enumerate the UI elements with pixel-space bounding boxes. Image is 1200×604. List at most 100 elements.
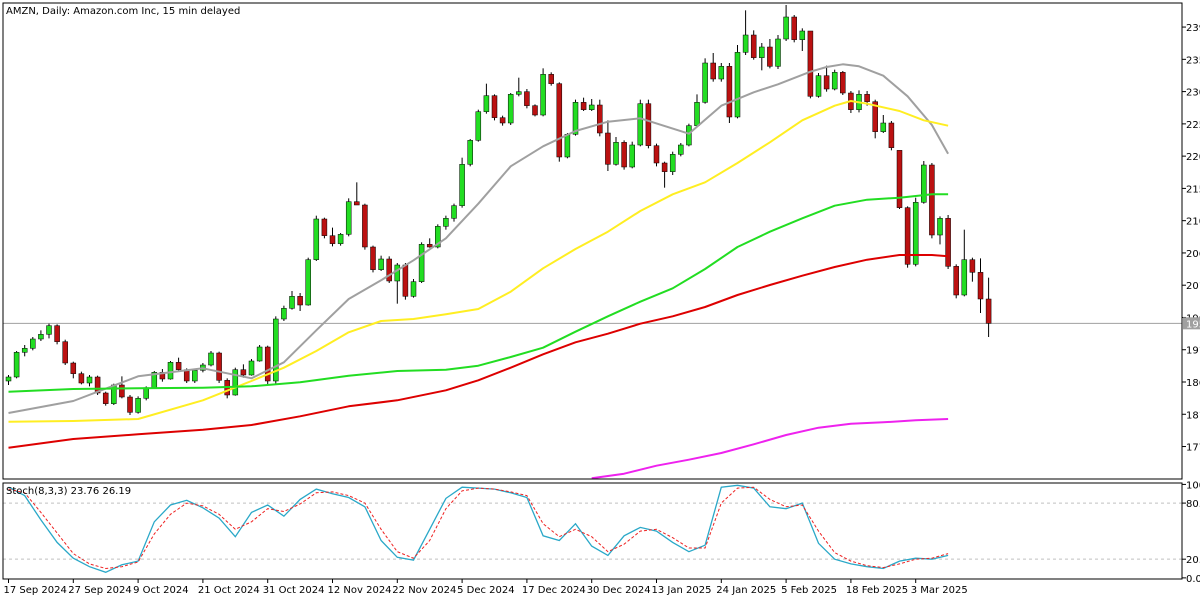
candle-body-bull: [249, 361, 254, 375]
candle: [646, 100, 651, 149]
candle-body-bull: [30, 339, 35, 348]
candle-body-bull: [881, 123, 886, 132]
price-tick-label: 235.15: [1186, 55, 1200, 66]
candle: [387, 256, 392, 283]
time-tick-label: 3 Mar 2025: [911, 585, 968, 596]
candle: [265, 346, 270, 385]
time-tick-label: 31 Oct 2024: [263, 585, 325, 596]
price-tick-label: 239.99: [1186, 23, 1200, 34]
candle-body-bear: [217, 353, 222, 380]
candle: [249, 359, 254, 376]
candle: [524, 89, 529, 108]
candle: [257, 345, 262, 362]
time-tick-label: 5 Dec 2024: [457, 585, 515, 596]
candle: [597, 100, 602, 137]
candle: [209, 351, 214, 366]
candle-body-bull: [419, 244, 424, 281]
candle: [954, 264, 959, 298]
candle-body-bear: [387, 259, 392, 281]
stoch-tick-label: 80.00: [1186, 499, 1200, 510]
candle: [727, 63, 732, 123]
candle-body-bull: [411, 282, 416, 297]
candle-body-bull: [703, 63, 708, 102]
candle: [638, 100, 643, 147]
candle: [897, 150, 902, 209]
candle: [460, 158, 465, 208]
candle: [63, 340, 68, 365]
candle-body-bull: [379, 259, 384, 270]
candle-body-bear: [792, 17, 797, 40]
candle-body-bull: [962, 260, 967, 295]
candle: [654, 144, 659, 167]
candle-body-bull: [816, 76, 821, 97]
candle: [314, 216, 319, 261]
candle-body-bear: [865, 94, 870, 101]
candle-body-bull: [306, 260, 311, 305]
candle-body-bear: [727, 66, 732, 117]
candle: [905, 206, 910, 267]
candle-body-bear: [654, 146, 659, 163]
candle-body-bull: [484, 96, 489, 112]
candle: [816, 73, 821, 98]
candle-body-bear: [371, 247, 376, 270]
candle-body-bear: [330, 236, 335, 244]
candle-body-bear: [646, 104, 651, 146]
candle-body-bull: [233, 370, 238, 395]
price-tick-label: 186.75: [1186, 378, 1200, 389]
candle-body-bear: [55, 326, 60, 342]
candle: [929, 163, 934, 238]
candle: [678, 143, 683, 156]
candle: [670, 152, 675, 175]
candle-body-bear: [322, 219, 327, 236]
time-tick-label: 12 Nov 2024: [328, 585, 392, 596]
candle: [371, 246, 376, 273]
candle: [362, 204, 367, 250]
time-tick-label: 22 Nov 2024: [392, 585, 456, 596]
candle-body-bear: [605, 133, 610, 164]
candle-body-bear: [71, 363, 76, 374]
candle-body-bear: [929, 165, 934, 235]
candle: [192, 369, 197, 383]
candle-body-bull: [14, 352, 19, 377]
candle: [322, 218, 327, 239]
candle: [630, 142, 635, 169]
candle: [808, 31, 813, 98]
candle-body-bull: [678, 145, 683, 154]
candle-body-bull: [476, 112, 481, 141]
candle-body-bull: [800, 31, 805, 40]
last-price-label: 195.55: [1186, 319, 1200, 330]
candle-body-bull: [209, 353, 214, 365]
candle-body-bull: [395, 265, 400, 281]
candle-body-bull: [695, 102, 700, 125]
price-tick-label: 220.63: [1186, 152, 1200, 163]
candle-body-bull: [735, 52, 740, 117]
candle-body-bull: [443, 218, 448, 226]
price-tick-label: 181.91: [1186, 410, 1200, 421]
candle: [79, 372, 84, 385]
time-tick-label: 27 Sep 2024: [68, 585, 131, 596]
candle: [30, 337, 35, 350]
candle-body-bear: [492, 96, 497, 118]
candle-body-bear: [986, 299, 991, 323]
candle: [338, 233, 343, 246]
candle: [55, 324, 60, 344]
time-tick-label: 9 Oct 2024: [133, 585, 188, 596]
candle-body-bull: [314, 219, 319, 260]
candle-body-bear: [557, 84, 562, 157]
candle-body-bull: [452, 206, 457, 219]
candle-body-bear: [354, 202, 359, 205]
candle: [549, 72, 554, 85]
candle-body-bear: [954, 266, 959, 295]
time-tick-label: 24 Jan 2025: [716, 585, 776, 596]
candle: [832, 70, 837, 91]
candle-body-bear: [978, 272, 983, 299]
candle: [913, 198, 918, 267]
candle-body-bull: [38, 334, 43, 339]
price-tick-label: 191.59: [1186, 346, 1200, 357]
candle-body-bull: [686, 126, 691, 145]
candle-body-bull: [6, 377, 11, 381]
candle: [622, 140, 627, 169]
candle-body-bear: [946, 218, 951, 266]
